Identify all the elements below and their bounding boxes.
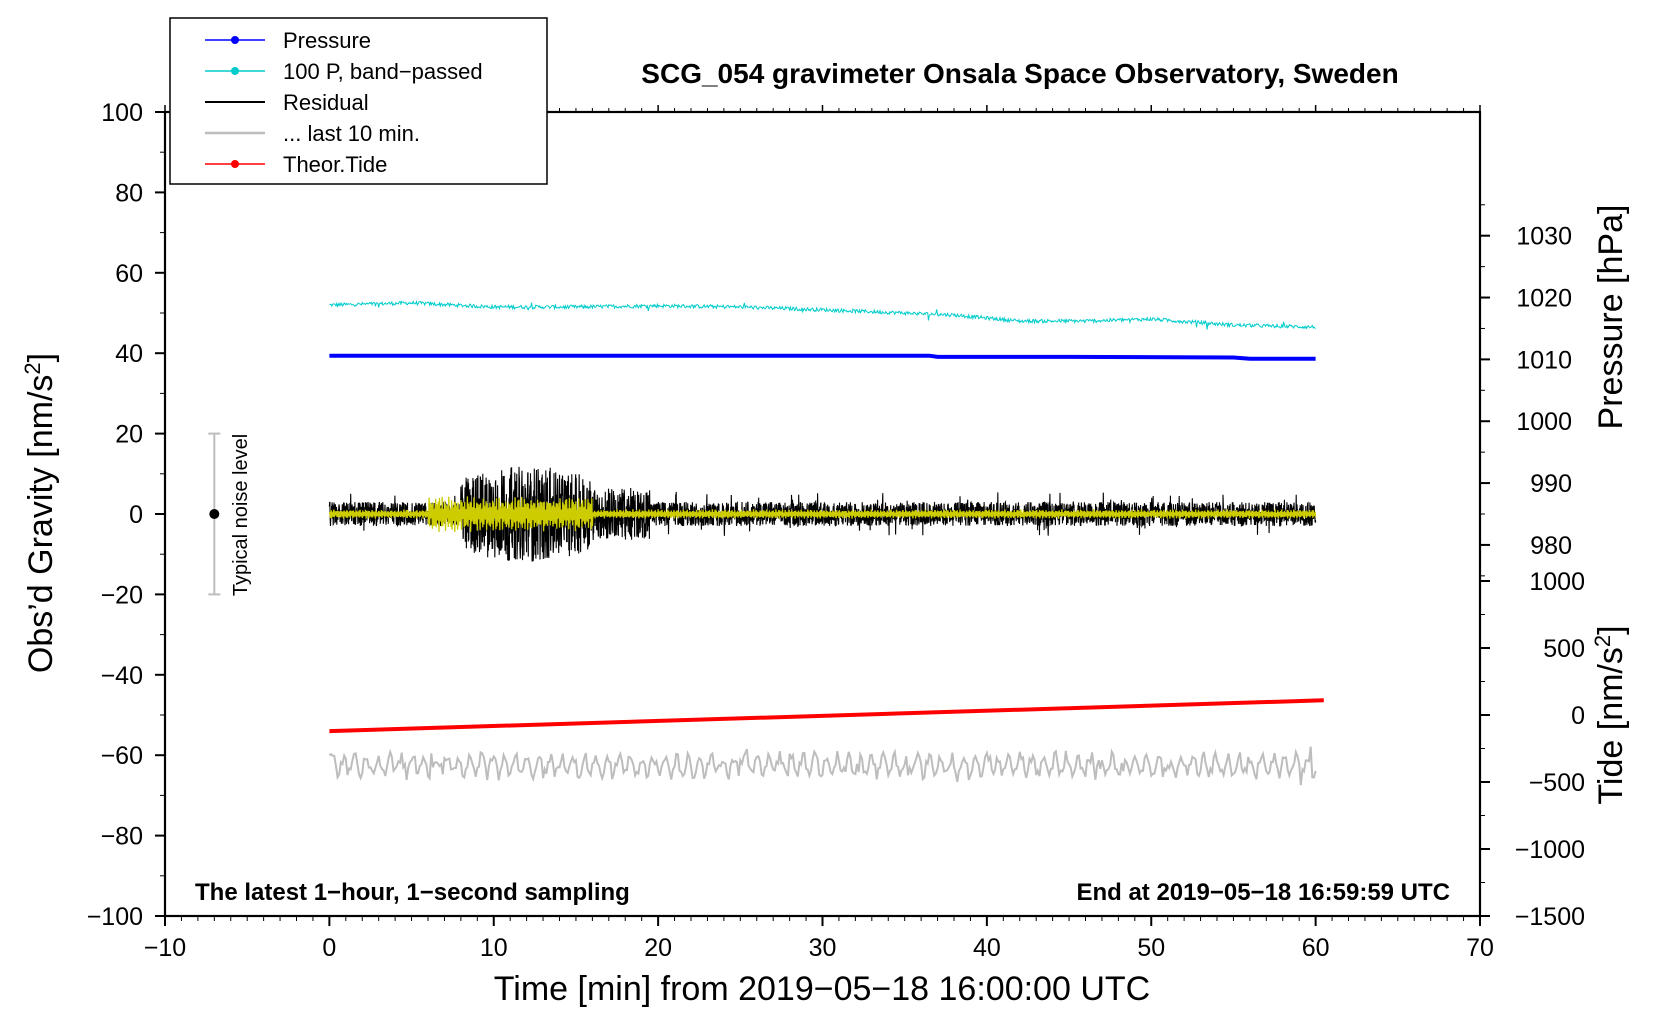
chart-title: SCG_054 gravimeter Onsala Space Observat… [641,58,1398,89]
legend-residual-label: Residual [283,90,369,115]
legend-tide-label: Theor.Tide [283,152,387,177]
x-axis-title: Time [min] from 2019−05−18 16:00:00 UTC [494,970,1150,1008]
x-tick-label: 60 [1302,934,1330,962]
x-tick-label: 0 [322,934,336,962]
y-tick-label: −40 [101,662,143,690]
legend-pressure-marker [231,36,239,44]
tide-tick-label: 1000 [1529,568,1585,596]
tide-tick-label: −1500 [1515,903,1585,931]
series-theoretical-tide [329,698,1324,734]
tide-tick-label: −1000 [1515,836,1585,864]
y-tick-label: −60 [101,742,143,770]
pressure-tick-label: 1000 [1516,408,1572,436]
footer-left: The latest 1−hour, 1−second sampling [195,879,630,906]
legend-tide-marker [231,160,239,168]
y-tick-label: −20 [101,581,143,609]
pressure-tick-label: 1030 [1516,223,1572,251]
legend-pressure-label: Pressure [283,28,371,53]
x-tick-label: 40 [973,934,1001,962]
series-layer [328,300,1324,786]
x-tick-label: −10 [144,934,186,962]
legend-item-last10: ... last 10 min. [205,121,420,146]
tide-tick-label: 500 [1543,635,1585,663]
noise-label: Typical noise level [230,434,252,596]
y-tick-label: 40 [115,340,143,368]
pressure-tick-label: 1010 [1516,346,1572,374]
legend-item-residual: Residual [205,90,369,115]
x-tick-label: 70 [1466,934,1494,962]
x-tick-label: 20 [644,934,672,962]
tide-tick-label: 0 [1571,702,1585,730]
tick-labels: −10 0 10 20 30 40 50 60 70100806040200−20−40−60−… [87,99,1585,962]
pressure-tick-label: 990 [1530,470,1572,498]
legend-item-tide: Theor.Tide [205,152,387,177]
legend-item-pressure: Pressure [205,28,371,53]
pressure-tick-label: 980 [1530,532,1572,560]
x-tick-label: 50 [1137,934,1165,962]
legend-item-bandpassed: 100 P, band−passed [205,59,483,84]
y-axis-title-pressure: Pressure [hPa] [1592,205,1630,430]
y-tick-label: −80 [101,823,143,851]
tide-tick-label: −500 [1529,769,1585,797]
pressure-tick-label: 1020 [1516,285,1572,313]
series-pressure [329,353,1316,361]
y-tick-label: 20 [115,421,143,449]
series-last-10-min [328,746,1317,786]
y-tick-label: 60 [115,260,143,288]
footer-right: End at 2019−05−18 16:59:59 UTC [1076,879,1450,906]
y-tick-label: 0 [129,501,143,529]
noise-level-indicator: Typical noise level [208,432,252,596]
y-tick-label: 80 [115,179,143,207]
y-tick-label: 100 [101,99,143,127]
series-bandpassed-pressure [329,300,1316,330]
x-tick-label: 10 [480,934,508,962]
legend-bandpassed-marker [231,67,239,75]
x-tick-label: 30 [809,934,837,962]
legend-last10-label: ... last 10 min. [283,121,420,146]
y-tick-label: −100 [87,903,143,931]
y-axis-title-tide: Tide [nm/s2] [1590,625,1631,804]
series-residual-filtered [328,496,1317,533]
legend-bandpassed-label: 100 P, band−passed [283,59,483,84]
noise-center-dot [209,509,220,519]
legend: Pressure 100 P, band−passed Residual ...… [169,17,548,185]
y-axis-title-left: Obs’d Gravity [nm/s2] [20,353,61,673]
